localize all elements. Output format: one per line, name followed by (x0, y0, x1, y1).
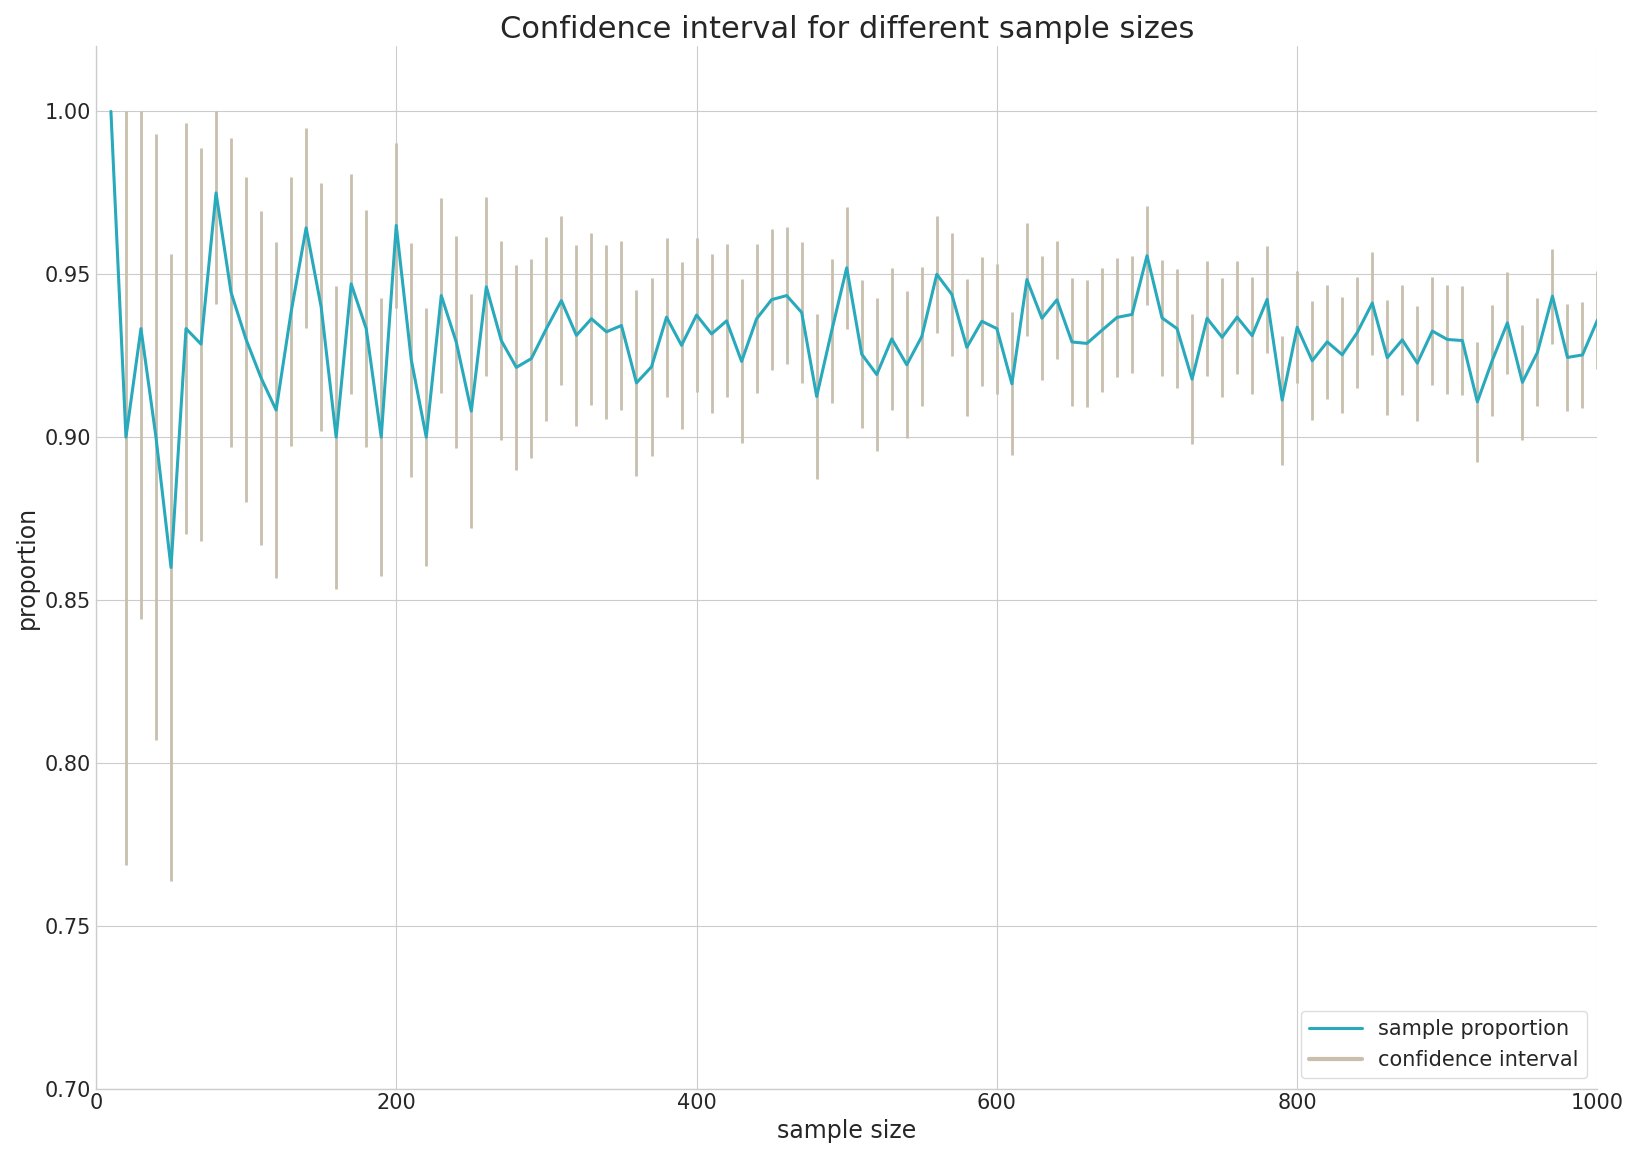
X-axis label: sample size: sample size (777, 1119, 916, 1143)
Title: Confidence interval for different sample sizes: Confidence interval for different sample… (500, 15, 1193, 44)
Legend: sample proportion, confidence interval: sample proportion, confidence interval (1301, 1011, 1587, 1078)
Y-axis label: proportion: proportion (15, 506, 39, 629)
